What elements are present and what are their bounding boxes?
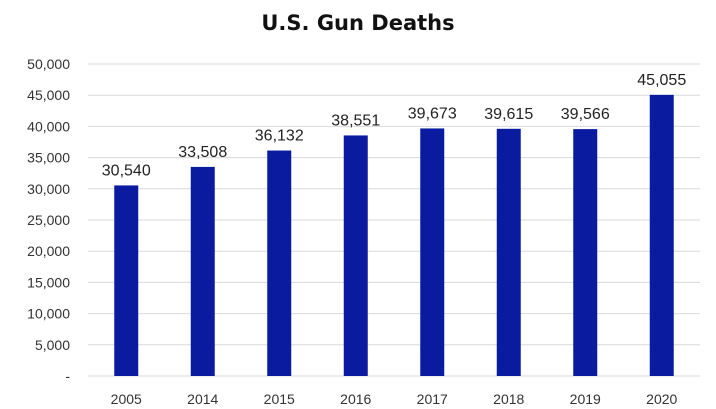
y-tick-label: 45,000 (27, 87, 70, 103)
y-tick-label: 30,000 (27, 181, 70, 197)
y-tick-label: 15,000 (27, 274, 70, 290)
bar-2019 (573, 129, 598, 376)
x-tick-label-2015: 2015 (264, 391, 295, 407)
y-tick-label: 10,000 (27, 306, 70, 322)
bar-2017 (420, 128, 445, 376)
x-tick-label-2017: 2017 (417, 391, 448, 407)
x-tick-label-2019: 2019 (570, 391, 601, 407)
bar-2015 (267, 150, 292, 376)
x-tick-label-2005: 2005 (111, 391, 142, 407)
bar-2020 (649, 94, 674, 376)
y-axis-tick-labels: - 5,000 10,000 15,000 20,000 25,000 30,000 35,0… (27, 56, 70, 384)
data-labels: 30,540 33,508 36,132 38,551 39,673 39,615 39,5… (102, 72, 687, 180)
x-tick-label-2014: 2014 (187, 391, 218, 407)
data-label-2005: 30,540 (102, 162, 151, 179)
bar-2005 (114, 185, 139, 376)
y-tick-label: 25,000 (27, 212, 70, 228)
gridlines (88, 63, 700, 377)
bar-2018 (496, 128, 521, 376)
y-tick-label: 40,000 (27, 118, 70, 134)
y-tick-label: 50,000 (27, 56, 70, 72)
y-tick-label: - (65, 368, 70, 384)
data-label-2017: 39,673 (408, 105, 457, 122)
x-tick-label-2020: 2020 (646, 391, 677, 407)
data-label-2020: 45,055 (637, 72, 686, 89)
data-label-2018: 39,615 (484, 106, 533, 123)
data-label-2015: 36,132 (255, 128, 304, 145)
y-tick-label: 5,000 (35, 337, 70, 353)
data-label-2014: 33,508 (178, 144, 227, 161)
y-tick-label: 35,000 (27, 150, 70, 166)
x-tick-label-2018: 2018 (493, 391, 524, 407)
y-tick-label: 20,000 (27, 243, 70, 259)
data-label-2016: 38,551 (331, 112, 380, 129)
x-tick-label-2016: 2016 (340, 391, 371, 407)
data-label-2019: 39,566 (561, 106, 610, 123)
chart-title: U.S. Gun Deaths (261, 11, 454, 35)
bar-2014 (190, 166, 215, 376)
x-axis-tick-labels: 2005 2014 2015 2016 2017 2018 2019 2020 (111, 391, 678, 407)
bar-2016 (343, 135, 368, 376)
bars (114, 94, 674, 376)
